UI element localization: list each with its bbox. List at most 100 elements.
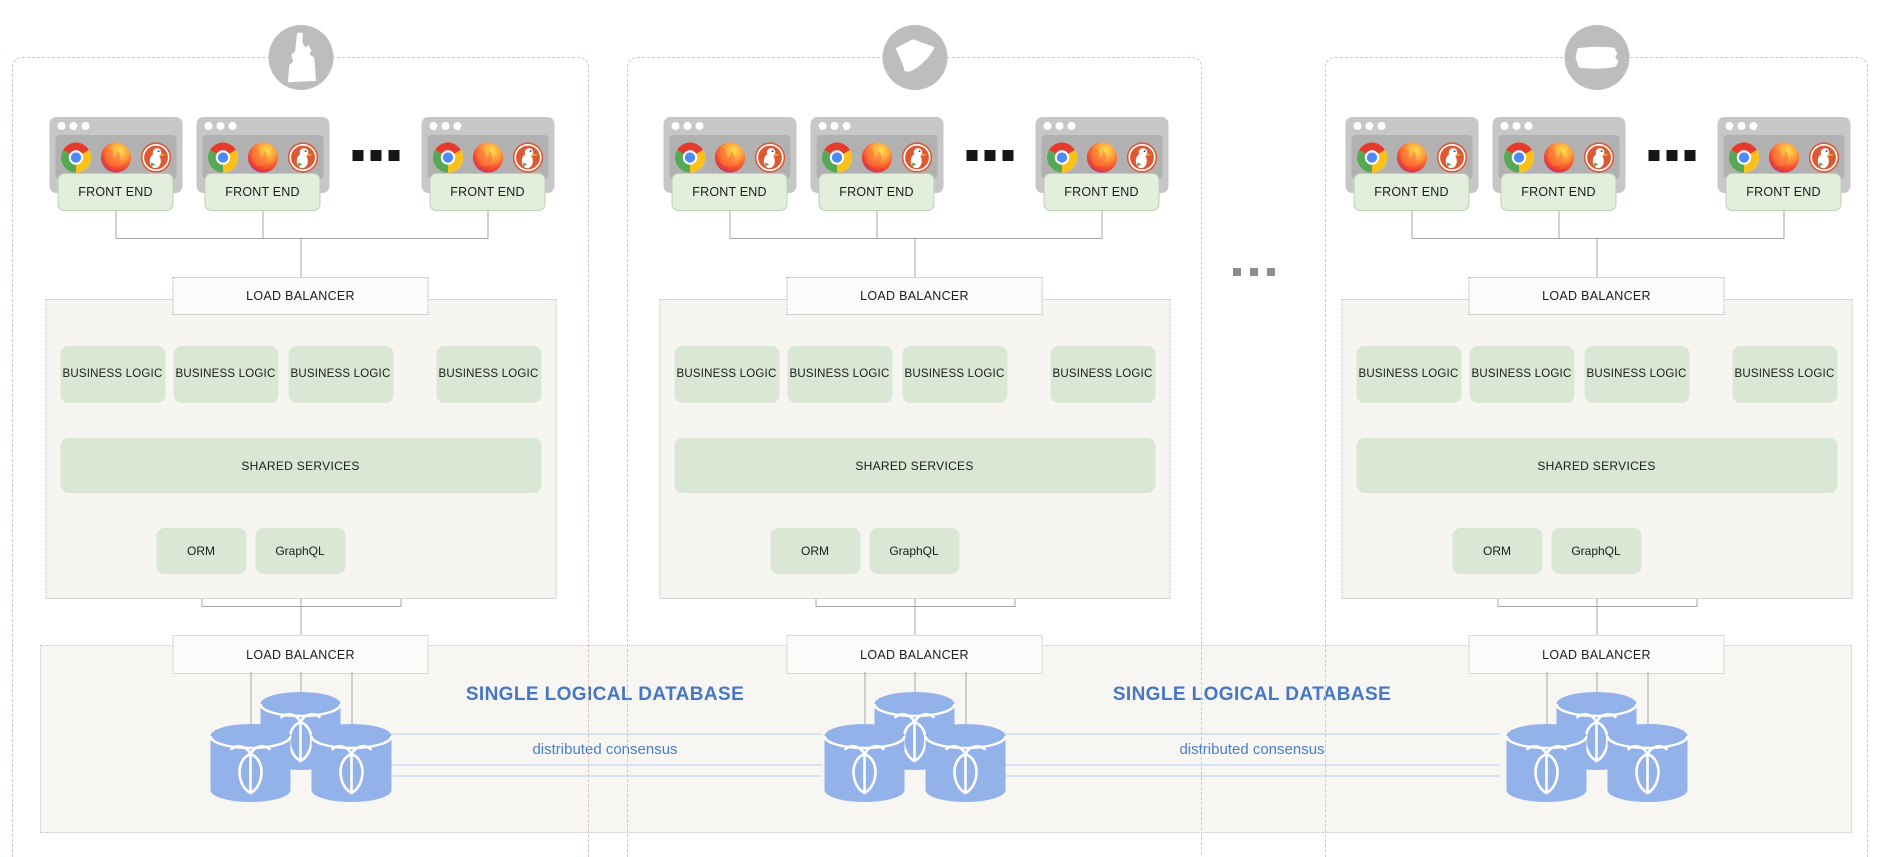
front-end-box: FRONT END: [1500, 173, 1617, 211]
window-controls-icon: [429, 122, 461, 130]
connector-line: [1596, 606, 1597, 635]
connector-line: [487, 211, 488, 238]
browser-window: FRONT END: [663, 117, 796, 211]
business-logic-box: BUSINESS LOGIC: [436, 346, 541, 403]
duckduckgo-icon: [140, 141, 171, 173]
graphql-box: GraphQL: [1551, 528, 1641, 574]
connector-line: [914, 606, 915, 635]
region-stack: FRONT END: [659, 58, 1170, 857]
connector-line: [300, 672, 301, 698]
graphql-box: GraphQL: [255, 528, 345, 574]
connector-line: [914, 238, 915, 277]
browser-window: FRONT END: [810, 117, 943, 211]
region-stack: FRONT END: [45, 58, 556, 857]
front-end-box: FRONT END: [1725, 173, 1842, 211]
shared-services-box: SHARED SERVICES: [674, 438, 1155, 493]
window-controls-icon: [204, 122, 236, 130]
front-end-box: FRONT END: [429, 173, 546, 211]
connector-line: [1497, 606, 1697, 607]
connector-line: [250, 672, 251, 728]
load-balancer-box: LOAD BALANCER: [1468, 277, 1725, 315]
duckduckgo-icon: [1808, 141, 1839, 173]
browser-window: FRONT END: [1492, 117, 1625, 211]
browser-icons-row: [1041, 135, 1162, 179]
single-logical-database-label: SINGLE LOGICAL DATABASE: [465, 684, 745, 705]
connector-line: [864, 672, 865, 728]
connector-line: [1101, 211, 1102, 238]
db-load-balancer-box: LOAD BALANCER: [786, 635, 1043, 674]
browser-icons-row: [427, 135, 548, 179]
browser-icons-row: [816, 135, 937, 179]
connector-line: [815, 606, 1015, 607]
business-logic-box: BUSINESS LOGIC: [1732, 346, 1837, 403]
browser-window: FRONT END: [421, 117, 554, 211]
consensus-link-line: [1005, 775, 1500, 777]
firefox-icon: [861, 141, 892, 173]
chrome-icon: [1503, 141, 1534, 173]
cockroachdb-node-icon: [1505, 724, 1587, 802]
browser-icons-row: [55, 135, 176, 179]
connector-line: [729, 238, 1102, 239]
browser-window: FRONT END: [1345, 117, 1478, 211]
chrome-icon: [207, 141, 238, 173]
connector-line: [1558, 211, 1559, 238]
browser-icons-row: [202, 135, 323, 179]
connector-line: [1596, 672, 1597, 698]
business-logic-box: BUSINESS LOGIC: [173, 346, 278, 403]
business-logic-box: BUSINESS LOGIC: [1469, 346, 1574, 403]
duckduckgo-icon: [512, 141, 543, 173]
browser-window: FRONT END: [1717, 117, 1850, 211]
load-balancer-box: LOAD BALANCER: [786, 277, 1043, 315]
load-balancer-box: LOAD BALANCER: [172, 277, 429, 315]
more-clients-ellipsis: [352, 150, 399, 161]
region-iowa: FRONT END: [1325, 25, 1868, 857]
window-controls-icon: [1725, 122, 1757, 130]
connector-line: [729, 211, 730, 238]
connector-line: [300, 606, 301, 635]
connector-line: [1546, 672, 1547, 728]
orm-box: ORM: [1452, 528, 1542, 574]
duckduckgo-icon: [754, 141, 785, 173]
browser-window: FRONT END: [1035, 117, 1168, 211]
chrome-icon: [674, 141, 705, 173]
region-idaho: FRONT END: [12, 25, 589, 857]
chrome-icon: [60, 141, 91, 173]
shared-services-box: SHARED SERVICES: [60, 438, 541, 493]
single-logical-database-label: SINGLE LOGICAL DATABASE: [1112, 684, 1392, 705]
cockroachdb-node-icon: [209, 724, 291, 802]
firefox-icon: [100, 141, 131, 173]
business-logic-box: BUSINESS LOGIC: [674, 346, 779, 403]
consensus-link-line: [389, 733, 822, 735]
consensus-link-line: [389, 764, 822, 766]
south-carolina-state-icon: [882, 25, 947, 90]
chrome-icon: [1728, 141, 1759, 173]
region-south-carolina: FRONT END: [627, 25, 1202, 857]
orm-box: ORM: [156, 528, 246, 574]
business-logic-box: BUSINESS LOGIC: [787, 346, 892, 403]
browser-icons-row: [1723, 135, 1844, 179]
firefox-icon: [1768, 141, 1799, 173]
window-controls-icon: [671, 122, 703, 130]
connector-line: [351, 672, 352, 728]
duckduckgo-icon: [1126, 141, 1157, 173]
window-controls-icon: [57, 122, 89, 130]
business-logic-box: BUSINESS LOGIC: [902, 346, 1007, 403]
connector-line: [300, 238, 301, 277]
cockroachdb-node-icon: [823, 724, 905, 802]
front-end-box: FRONT END: [57, 173, 174, 211]
cockroachdb-node-icon: [1606, 724, 1688, 802]
more-regions-ellipsis: [1233, 268, 1275, 276]
browser-window: FRONT END: [49, 117, 182, 211]
duckduckgo-icon: [1583, 141, 1614, 173]
db-load-balancer-box: LOAD BALANCER: [1468, 635, 1725, 674]
front-end-box: FRONT END: [671, 173, 788, 211]
front-end-box: FRONT END: [1353, 173, 1470, 211]
front-end-box: FRONT END: [204, 173, 321, 211]
orm-box: ORM: [770, 528, 860, 574]
browser-icons-row: [669, 135, 790, 179]
connector-line: [115, 211, 116, 238]
firefox-icon: [714, 141, 745, 173]
front-end-box: FRONT END: [1043, 173, 1160, 211]
more-clients-ellipsis: [966, 150, 1013, 161]
business-logic-box: BUSINESS LOGIC: [1356, 346, 1461, 403]
